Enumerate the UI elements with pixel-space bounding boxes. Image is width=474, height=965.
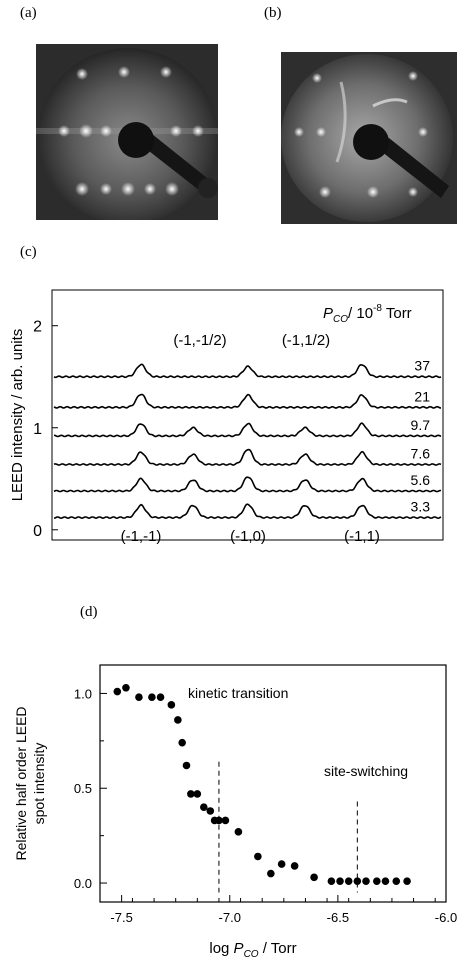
pressure-label: 3.3 bbox=[411, 499, 431, 515]
leed-image-b bbox=[281, 52, 457, 224]
data-point bbox=[193, 790, 202, 798]
peak-label-bottom: (-1,1) bbox=[344, 528, 380, 545]
data-point bbox=[344, 877, 353, 885]
data-point bbox=[206, 807, 215, 815]
xlabel-d: log PCO / Torr bbox=[209, 940, 296, 960]
ytick-label-c: 1 bbox=[33, 421, 42, 438]
profile-line bbox=[53, 503, 442, 520]
xtick-label-d: -7.0 bbox=[219, 910, 241, 925]
data-point bbox=[362, 877, 370, 885]
data-point bbox=[167, 701, 176, 709]
plot-frame-d bbox=[99, 664, 447, 903]
plot-frame-c bbox=[51, 289, 444, 541]
xtick-label-d: -6.0 bbox=[435, 910, 457, 925]
profile-line bbox=[53, 363, 442, 379]
peak-label-top: (-1,1/2) bbox=[282, 332, 330, 349]
leed-image-a bbox=[36, 44, 218, 220]
data-point bbox=[392, 877, 401, 885]
pressure-label: 21 bbox=[414, 388, 430, 404]
profile-line bbox=[53, 422, 442, 438]
peak-label-top: (-1,-1/2) bbox=[173, 332, 226, 349]
ytick-label-c: 2 bbox=[33, 319, 42, 336]
data-point bbox=[403, 877, 411, 885]
data-point bbox=[373, 877, 381, 885]
profile-line bbox=[53, 476, 441, 493]
panel-label-b: (b) bbox=[264, 5, 282, 21]
pressure-label: 5.6 bbox=[411, 472, 431, 488]
data-point bbox=[156, 693, 165, 702]
legend-title-c: PCO/ 10-8 Torr bbox=[323, 303, 412, 325]
peak-label-bottom: (-1,-1) bbox=[121, 528, 162, 545]
peak-label-bottom: (-1,0) bbox=[230, 528, 266, 545]
data-point bbox=[113, 687, 122, 696]
xtick-label-d: -7.5 bbox=[110, 910, 132, 925]
data-point bbox=[336, 877, 344, 885]
data-point bbox=[182, 761, 191, 770]
data-point bbox=[135, 693, 143, 702]
pressure-label: 9.7 bbox=[411, 417, 431, 433]
data-point bbox=[290, 862, 299, 870]
ylabel-c: LEED intensity / arb. units bbox=[9, 329, 26, 502]
data-point bbox=[187, 790, 195, 798]
panel-label-d: (d) bbox=[80, 604, 98, 620]
data-point bbox=[234, 828, 243, 836]
ylabel-d-line2: spot intensity bbox=[31, 743, 47, 825]
site-switching-label: site-switching bbox=[324, 763, 408, 779]
profile-line bbox=[53, 448, 442, 466]
ylabel-d-line1: Relative half order LEED bbox=[13, 706, 29, 860]
xtick-label-d: -6.5 bbox=[327, 910, 349, 925]
panel-label-c: (c) bbox=[20, 244, 37, 260]
data-point bbox=[122, 683, 130, 692]
data-point bbox=[200, 803, 208, 811]
chart-c: 0 1 2 LEED intensity / arb. units 3.3 5.6 7.6 9… bbox=[9, 289, 444, 545]
pressure-label: 37 bbox=[414, 358, 430, 374]
data-point bbox=[310, 873, 318, 882]
panel-label-a: (a) bbox=[20, 5, 37, 21]
pressure-label: 7.6 bbox=[411, 445, 431, 461]
data-point bbox=[327, 877, 336, 885]
data-point bbox=[221, 816, 230, 825]
data-point bbox=[381, 877, 390, 885]
data-point bbox=[178, 738, 186, 747]
ytick-label-d: 1.0 bbox=[74, 686, 92, 701]
ytick-label-d: 0.0 bbox=[74, 876, 92, 891]
data-point bbox=[267, 869, 275, 878]
ytick-label-d: 0.5 bbox=[74, 781, 92, 796]
profile-line bbox=[53, 393, 441, 409]
ytick-label-c: 0 bbox=[33, 523, 42, 540]
data-point bbox=[254, 852, 262, 861]
chart-d: -7.5 -7.0 -6.5 -6.0 0.0 0.5 1.0 kinetic transit… bbox=[13, 664, 457, 960]
kinetic-transition-label: kinetic transition bbox=[188, 685, 288, 701]
data-point bbox=[277, 860, 286, 868]
data-point bbox=[174, 716, 182, 724]
data-point bbox=[353, 877, 362, 885]
data-point bbox=[148, 693, 156, 702]
